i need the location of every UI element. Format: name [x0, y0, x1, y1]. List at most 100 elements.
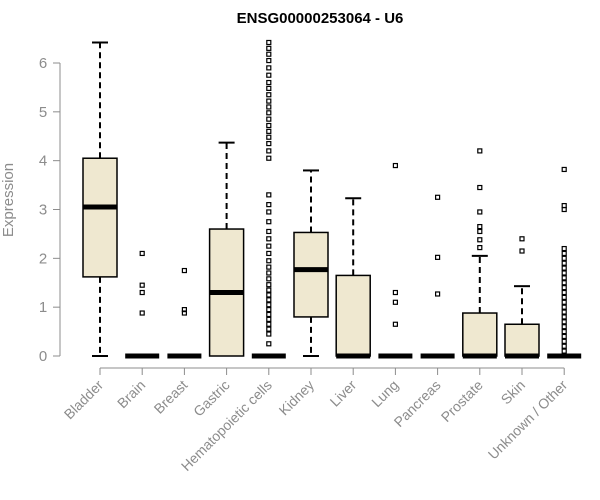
box-hematopoietic-cells: [251, 39, 286, 359]
outlier-point: [139, 282, 145, 288]
outlier-point: [561, 314, 567, 320]
outlier-point: [477, 209, 483, 215]
outlier-point: [266, 276, 272, 282]
outlier-point: [392, 321, 398, 327]
outlier-point: [561, 206, 567, 213]
outlier-point: [266, 72, 272, 78]
outlier-point: [561, 250, 567, 257]
outlier-point: [392, 289, 398, 296]
outlier-point: [561, 319, 567, 325]
box-iqr: [82, 157, 118, 278]
box-bladder: [82, 41, 118, 357]
outlier-point: [266, 316, 272, 322]
outlier-point: [561, 260, 567, 266]
x-tick-label: Prostate: [438, 377, 486, 425]
outlier-point: [561, 255, 567, 261]
outlier-point: [181, 267, 187, 274]
outlier-point: [435, 291, 441, 297]
outlier-point: [266, 51, 272, 57]
box-pancreas: [420, 194, 455, 359]
outlier-point: [266, 264, 272, 270]
outlier-point: [266, 209, 272, 215]
outlier-point: [266, 287, 272, 293]
outlier-point: [139, 250, 145, 257]
box-skin: [504, 236, 540, 359]
outlier-point: [266, 302, 272, 308]
x-tick-label: Liver: [327, 377, 360, 410]
outlier-point: [392, 299, 398, 305]
outlier-point: [266, 39, 272, 46]
y-axis-label: Expression: [0, 163, 17, 237]
outlier-point: [561, 324, 567, 330]
outlier-point: [561, 333, 567, 340]
outlier-point: [561, 245, 567, 252]
outlier-point: [561, 289, 567, 296]
outlier-point: [435, 254, 441, 260]
outlier-point: [561, 309, 567, 315]
y-tick-label: 0: [39, 348, 47, 365]
outlier-point: [266, 307, 272, 313]
box-iqr: [462, 312, 498, 357]
x-tick-label: Bladder: [61, 377, 107, 423]
box-unknown-other: [547, 166, 582, 359]
outlier-point: [266, 98, 272, 104]
box-brain: [125, 250, 160, 359]
outlier-point: [266, 331, 272, 337]
outlier-point: [561, 338, 567, 344]
outlier-point: [266, 134, 272, 140]
outlier-point: [266, 202, 272, 208]
box-breast: [167, 267, 202, 359]
outlier-point: [266, 155, 272, 161]
outlier-point: [477, 184, 483, 191]
outlier-point: [266, 326, 272, 332]
outlier-point: [266, 258, 272, 264]
outlier-point: [181, 310, 187, 316]
y-tick-label: 4: [39, 153, 47, 170]
outlier-point: [266, 128, 272, 134]
outlier-point: [561, 275, 567, 281]
outlier-point: [561, 166, 567, 173]
outlier-point: [477, 228, 483, 235]
outlier-point: [266, 341, 272, 347]
box-iqr: [335, 274, 371, 357]
boxes-group: [82, 39, 582, 359]
box-lung: [378, 162, 413, 359]
outlier-point: [266, 192, 272, 198]
outlier-point: [266, 292, 272, 298]
y-tick-label: 5: [39, 104, 47, 121]
outlier-point: [561, 294, 567, 300]
x-tick-label: Breast: [151, 377, 191, 417]
outlier-point: [266, 250, 272, 257]
x-tick-label: Kidney: [276, 377, 318, 419]
outlier-point: [139, 289, 145, 296]
outlier-point: [266, 236, 272, 242]
box-prostate: [462, 148, 498, 359]
box-iqr: [504, 323, 540, 357]
box-gastric: [208, 141, 245, 357]
outlier-point: [477, 148, 483, 154]
outlier-point: [266, 65, 272, 71]
outlier-point: [477, 237, 483, 243]
outlier-point: [266, 311, 272, 318]
outlier-point: [519, 248, 525, 254]
x-tick-label: Skin: [498, 377, 529, 408]
outlier-point: [561, 270, 567, 276]
outlier-point: [561, 348, 567, 354]
y-tick-label: 1: [39, 299, 47, 316]
outlier-point: [392, 162, 398, 169]
outlier-point: [477, 244, 483, 251]
outlier-point: [266, 228, 272, 235]
x-tick-label: Brain: [114, 377, 148, 411]
outlier-point: [266, 110, 272, 116]
outlier-point: [561, 280, 567, 286]
outlier-point: [266, 57, 272, 64]
box-liver: [335, 197, 371, 359]
x-tick-label: Unknown / Other: [485, 377, 571, 463]
x-tick-label: Pancreas: [391, 377, 444, 430]
y-axis: 0 1 2 3 4 5 6: [39, 55, 61, 365]
outlier-point: [266, 79, 272, 86]
outlier-point: [266, 85, 272, 91]
outlier-point: [266, 104, 272, 110]
outlier-point: [266, 282, 272, 288]
